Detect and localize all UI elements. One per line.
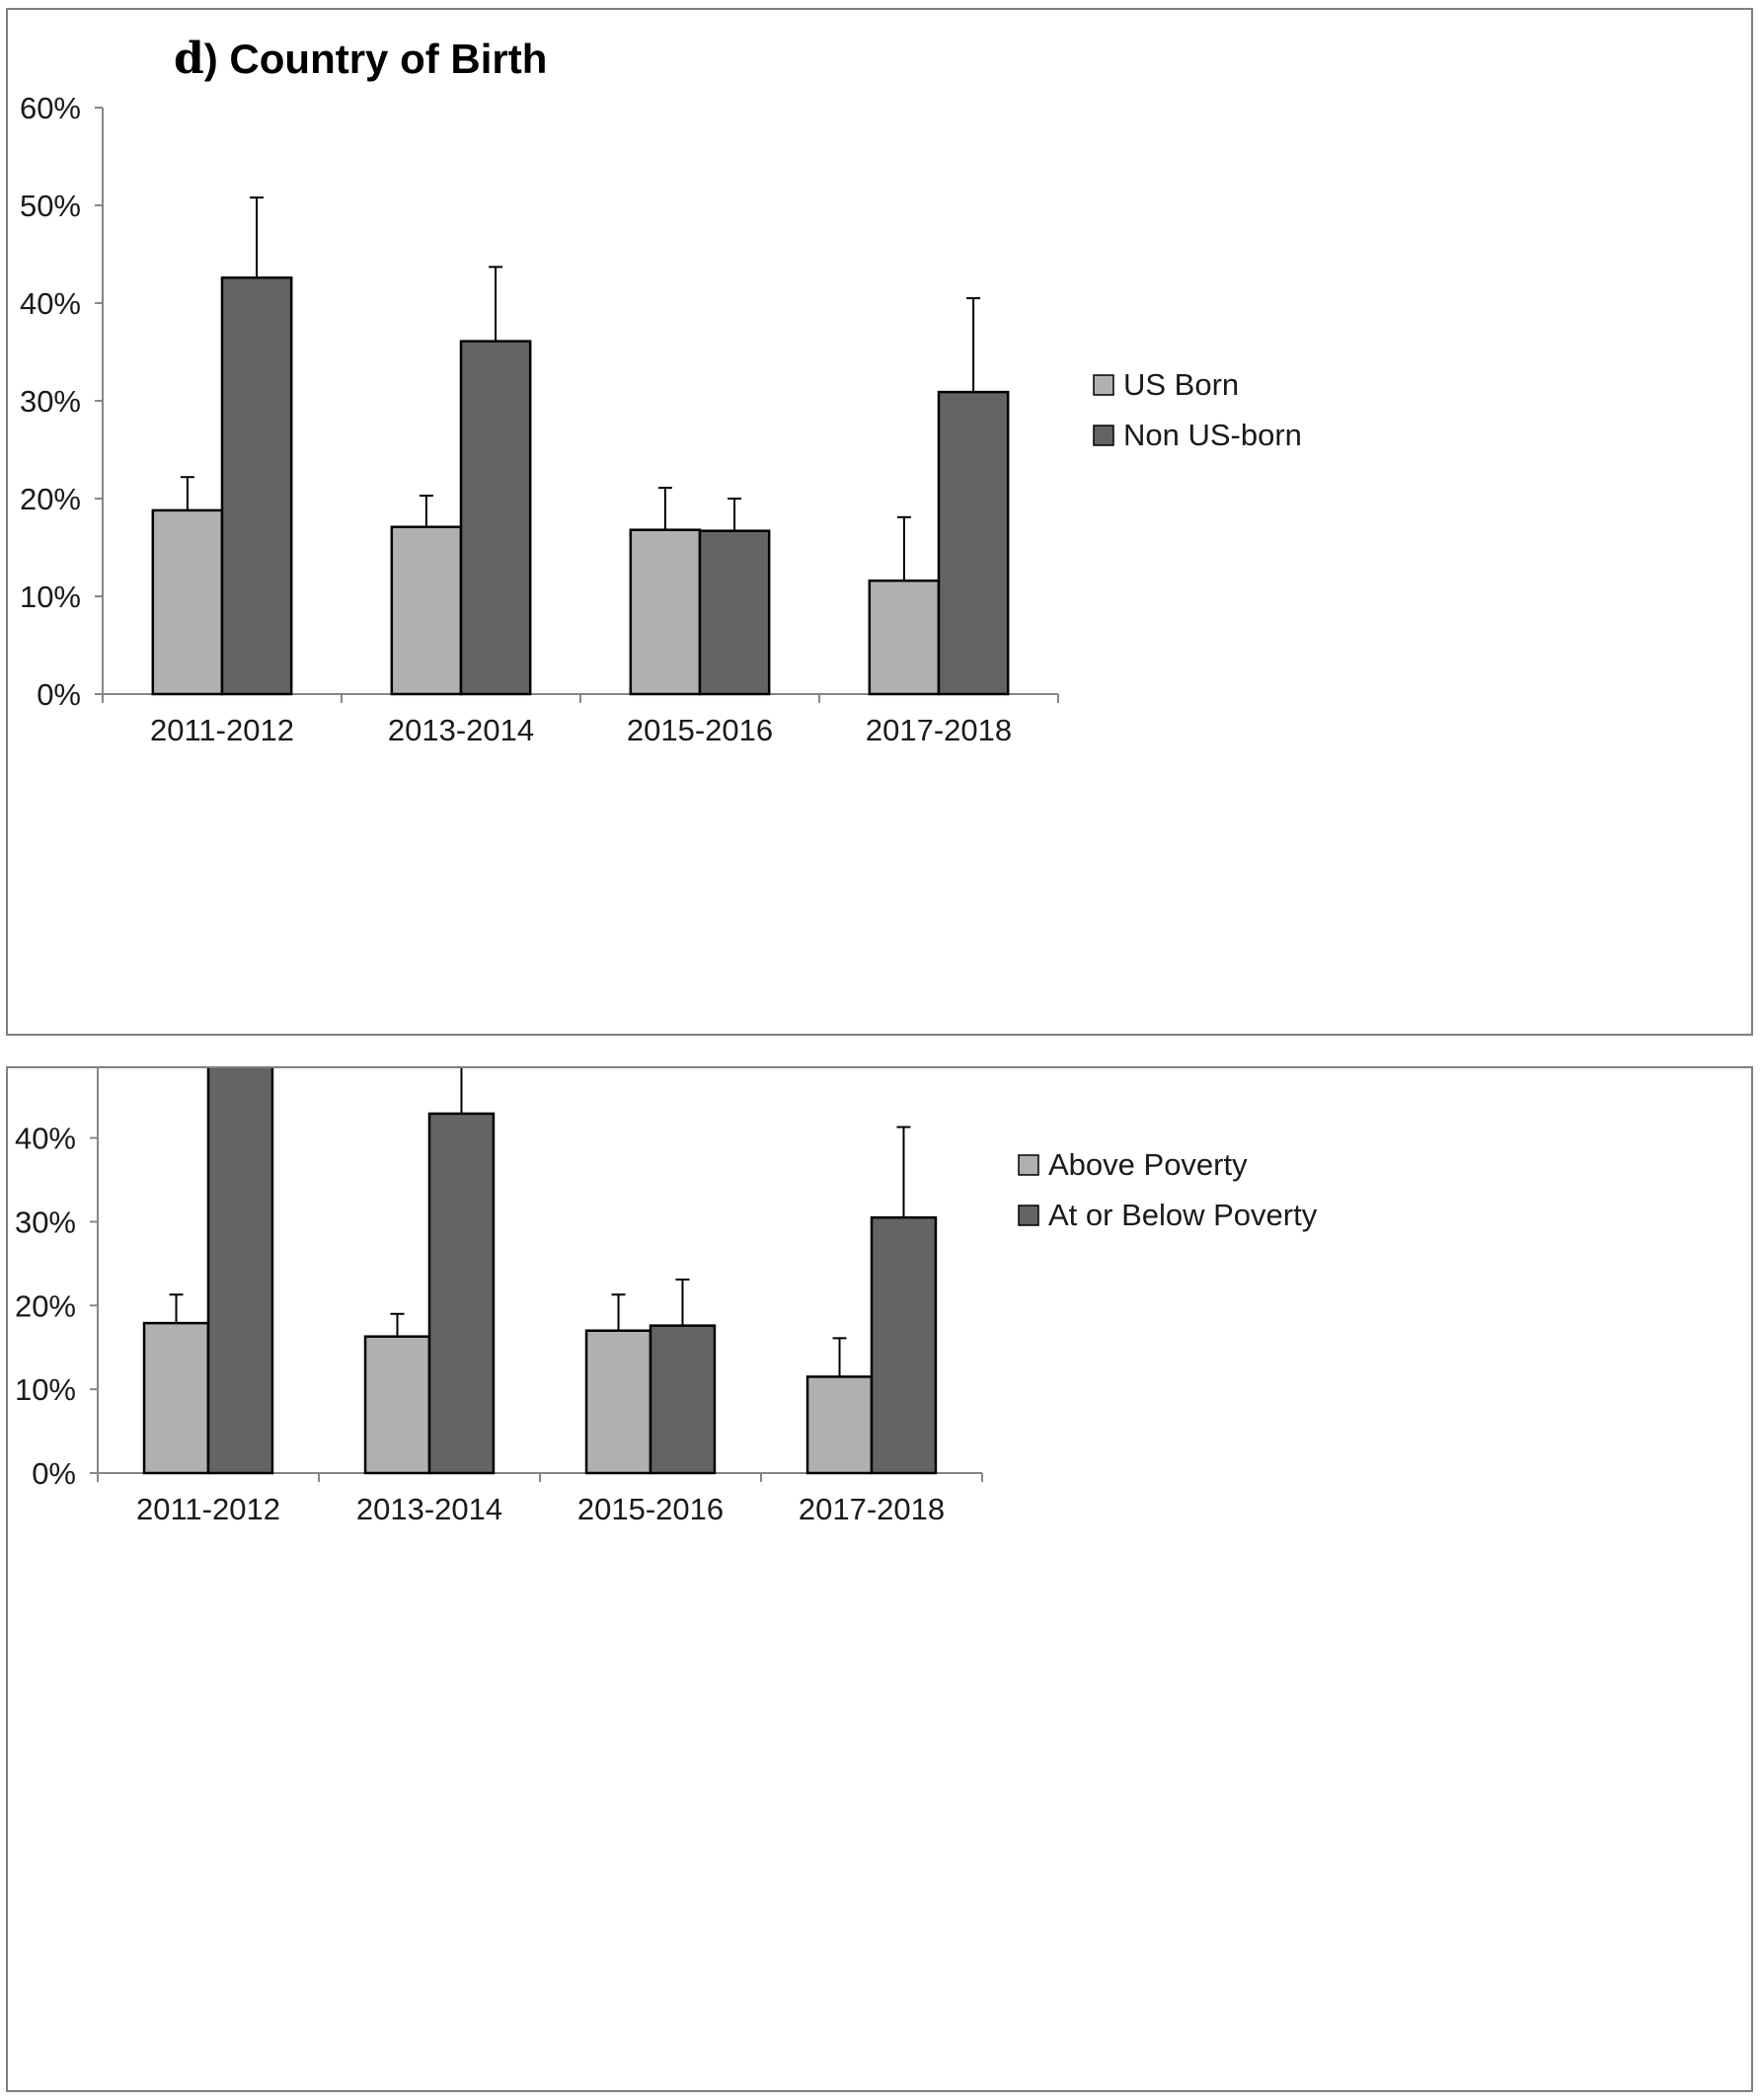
bar-above-poverty-2015-2016 [584, 1329, 652, 1475]
legend-label-non-us-born: Non US-born [1123, 418, 1302, 452]
x-category-label: 2013-2014 [356, 1492, 502, 1526]
chart-country-of-birth: d) Country of Birth 0% 10% 20% 30% 40% 50% 60% 2… [20, 34, 1302, 747]
chart-title: d) Country of Birth [174, 34, 547, 84]
bar-non-us-born-2017-2018 [937, 390, 1010, 696]
bar-us-born-2013-2014 [390, 525, 463, 696]
bar-above-poverty-2011-2012 [142, 1321, 210, 1475]
chart-title-text: ) Country of Birth [204, 36, 548, 82]
legend-swatch-above-poverty [1018, 1154, 1039, 1176]
x-category-label: 2017-2018 [799, 1492, 945, 1526]
bar-non-us-born-2013-2014 [459, 340, 532, 696]
legend-label-us-born: US Born [1123, 367, 1239, 402]
y-tick-label: 30% [15, 1205, 76, 1239]
y-tick-label: 30% [20, 384, 81, 419]
legend-swatch-non-us-born [1093, 425, 1114, 446]
chart-panel-household-income: e) Household Income0%10%20%30%40%50%60%7… [6, 1066, 1753, 2092]
legend-swatch-us-born [1093, 374, 1114, 396]
bar-above-poverty-2017-2018 [805, 1375, 874, 1475]
bar-at-or-below-poverty-2011-2012 [206, 1068, 274, 1475]
y-tick-label: 10% [15, 1372, 76, 1407]
chart-title-letter: d [174, 34, 204, 84]
y-tick-label: 20% [15, 1288, 76, 1323]
bar-above-poverty-2013-2014 [363, 1335, 431, 1475]
x-category-label: 2011-2012 [150, 713, 294, 747]
y-tick-label: 40% [15, 1122, 76, 1156]
y-tick-label: 0% [37, 677, 81, 712]
bar-at-or-below-poverty-2015-2016 [649, 1324, 717, 1475]
bar-us-born-2011-2012 [151, 508, 224, 696]
legend-swatch-at-or-below-poverty [1018, 1205, 1039, 1226]
bar-non-us-born-2015-2016 [698, 529, 771, 696]
y-tick-label: 40% [20, 286, 81, 321]
chart-household-income: e) Household Income0%10%20%30%40%50%60%7… [15, 1068, 1318, 1526]
y-tick-label: 20% [20, 482, 81, 516]
y-tick-label: 0% [32, 1456, 76, 1491]
y-tick-label: 60% [20, 91, 81, 125]
x-category-label: 2017-2018 [866, 713, 1012, 747]
legend-label-above-poverty: Above Poverty [1048, 1147, 1248, 1182]
y-tick-label: 10% [20, 580, 81, 614]
bar-us-born-2017-2018 [868, 579, 941, 696]
y-tick-label: 50% [20, 189, 81, 223]
x-category-label: 2011-2012 [136, 1492, 280, 1526]
x-category-label: 2013-2014 [388, 713, 534, 747]
y-tick-label: 50% [15, 1068, 76, 1072]
bar-non-us-born-2011-2012 [220, 276, 293, 696]
legend-label-at-or-below-poverty: At or Below Poverty [1048, 1198, 1318, 1232]
bar-at-or-below-poverty-2013-2014 [427, 1112, 496, 1475]
x-category-label: 2015-2016 [577, 1492, 724, 1526]
x-category-label: 2015-2016 [627, 713, 773, 747]
bar-us-born-2015-2016 [629, 528, 702, 696]
chart-panel-country-of-birth: d) Country of Birth 0% 10% 20% 30% 40% 50% 60% 2… [6, 8, 1753, 1036]
bar-at-or-below-poverty-2017-2018 [870, 1215, 938, 1475]
